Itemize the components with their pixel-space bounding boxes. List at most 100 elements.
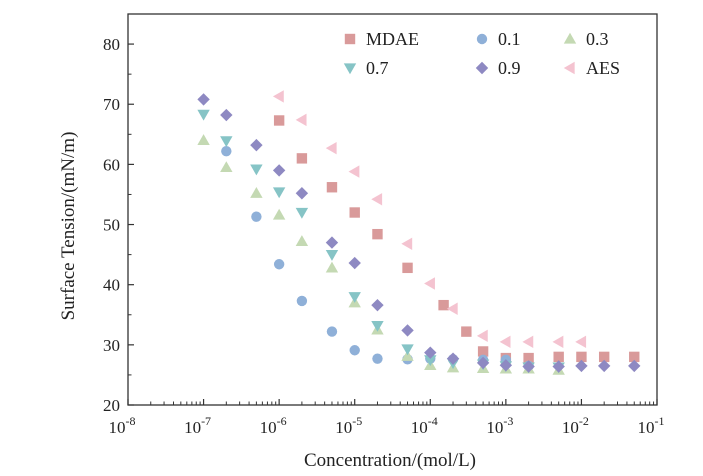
data-point xyxy=(446,352,460,365)
axes: 20 30 40 50 60 70 80 10-8 10-7 10-6 10-5 10-4 10-3 10… xyxy=(103,13,665,437)
data-point xyxy=(295,207,309,219)
data-point xyxy=(461,326,472,337)
legend-label: 0.3 xyxy=(586,29,609,49)
data-point xyxy=(402,262,413,274)
data-point xyxy=(197,134,210,145)
data-point xyxy=(326,326,338,337)
data-point xyxy=(499,335,511,349)
data-point xyxy=(522,335,534,349)
data-point xyxy=(424,277,435,290)
data-point xyxy=(295,113,307,127)
series-0-9 xyxy=(197,93,641,373)
data-point xyxy=(628,359,641,373)
data-points xyxy=(197,90,641,375)
x-tick-label: 10-3 xyxy=(486,414,513,437)
x-tick-label: 10-5 xyxy=(335,414,362,437)
data-point xyxy=(349,345,360,356)
data-point xyxy=(552,335,564,349)
data-point xyxy=(272,164,286,177)
data-point xyxy=(424,355,437,367)
data-point xyxy=(197,109,210,121)
data-point xyxy=(371,298,384,312)
legend-marker xyxy=(475,61,489,75)
data-point xyxy=(325,141,337,155)
data-point xyxy=(296,153,308,164)
data-point xyxy=(575,335,587,349)
y-tick-label: 50 xyxy=(103,216,120,235)
data-point xyxy=(251,211,262,222)
data-point xyxy=(523,352,534,364)
data-point xyxy=(476,329,488,343)
y-tick-label: 80 xyxy=(103,35,120,54)
data-point xyxy=(446,302,458,315)
series-aes xyxy=(272,90,587,349)
data-point xyxy=(597,359,611,373)
data-point xyxy=(295,187,309,200)
legend-marker xyxy=(563,61,575,75)
data-point xyxy=(576,351,587,363)
plot-frame xyxy=(127,13,658,406)
data-point xyxy=(325,249,339,261)
data-point xyxy=(272,187,286,199)
y-tick-label: 40 xyxy=(103,276,120,295)
data-point xyxy=(250,138,263,152)
data-point xyxy=(250,187,263,198)
data-point xyxy=(348,165,360,178)
data-point xyxy=(477,346,489,357)
data-point xyxy=(273,115,285,126)
data-point xyxy=(273,259,285,270)
data-point xyxy=(272,208,286,220)
legend-label: 0.1 xyxy=(498,29,521,49)
x-tick-label: 10-1 xyxy=(638,414,665,437)
data-point xyxy=(575,359,588,373)
y-tick-label: 30 xyxy=(103,336,120,355)
data-point xyxy=(522,360,535,373)
data-point xyxy=(372,228,383,240)
legend-label: MDAE xyxy=(366,29,419,49)
data-point xyxy=(349,207,360,218)
x-tick-label: 10-8 xyxy=(109,414,136,437)
legend-marker xyxy=(344,33,356,45)
data-point xyxy=(272,90,284,103)
data-point xyxy=(552,360,565,373)
data-point xyxy=(401,350,414,361)
legend-marker xyxy=(563,32,577,44)
x-axis-label: Concentration/(mol/L) xyxy=(304,450,476,471)
data-point xyxy=(221,145,232,157)
data-point xyxy=(629,351,640,363)
data-point xyxy=(296,295,308,307)
data-point xyxy=(372,353,383,364)
data-point xyxy=(371,320,384,332)
legend-marker xyxy=(476,33,488,45)
data-point xyxy=(220,161,233,173)
x-tick-label: 10-4 xyxy=(411,414,438,437)
data-point xyxy=(499,359,513,372)
data-point xyxy=(295,235,309,247)
data-point xyxy=(325,236,339,249)
data-point xyxy=(401,344,414,356)
data-point xyxy=(197,93,210,106)
data-point xyxy=(326,182,338,193)
data-point xyxy=(438,299,449,311)
data-point xyxy=(348,256,361,270)
x-tick-label: 10-2 xyxy=(562,414,589,437)
data-point xyxy=(325,261,339,273)
data-point xyxy=(476,356,490,370)
legend-marker xyxy=(343,63,357,75)
legend-label: AES xyxy=(586,58,620,78)
data-point xyxy=(401,237,413,250)
data-point xyxy=(598,351,610,363)
data-point xyxy=(348,292,361,303)
y-tick-label: 20 xyxy=(103,396,120,415)
data-point xyxy=(220,108,233,122)
y-tick-label: 60 xyxy=(103,155,120,174)
y-axis-label: Surface Tension/(mN/m) xyxy=(58,132,79,321)
data-point xyxy=(220,136,233,148)
data-point xyxy=(250,164,263,176)
series-mdae xyxy=(273,115,640,364)
legend-label: 0.7 xyxy=(366,58,389,78)
x-tick-label: 10-6 xyxy=(260,414,287,437)
x-tick-label: 10-7 xyxy=(184,414,211,437)
legend-label: 0.9 xyxy=(498,58,521,78)
